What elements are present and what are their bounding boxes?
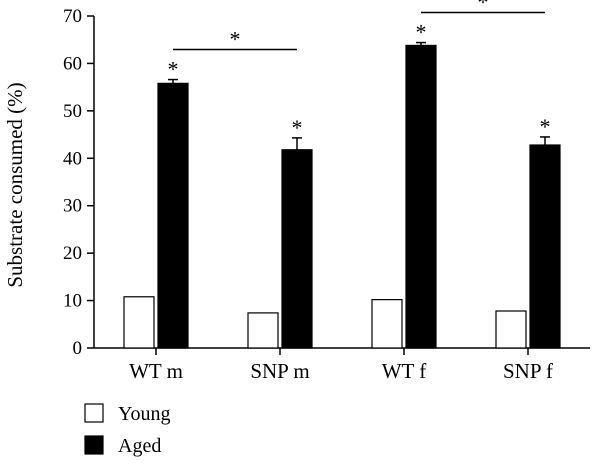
y-tick-label: 70 [63, 6, 82, 27]
bar-aged [281, 149, 313, 349]
bar-young [247, 312, 279, 349]
significance-annotations: * * * * * * [168, 0, 551, 140]
bar-aged [529, 144, 561, 349]
x-axis: WT m SNP m WT f SNP f [94, 347, 590, 383]
x-tick-label: SNP m [250, 359, 309, 383]
x-tick-label: SNP f [503, 359, 553, 383]
significance-star: * [540, 114, 551, 139]
x-tick-label: WT m [129, 359, 183, 383]
legend: Young Aged [84, 403, 170, 457]
y-tick-label: 50 [63, 101, 82, 122]
bars [123, 41, 561, 349]
legend-label: Aged [118, 435, 161, 457]
significance-star: * [168, 57, 179, 82]
y-axis: 0 10 20 30 40 50 60 70 [63, 6, 95, 359]
bar-young [371, 299, 403, 349]
comparison-star: * [230, 27, 241, 52]
legend-swatch-young [84, 403, 104, 423]
legend-swatch-aged [84, 435, 104, 455]
y-tick-label: 20 [63, 243, 82, 264]
y-axis-label: Substrate consumed (%) [3, 82, 27, 287]
y-tick-label: 60 [63, 53, 82, 74]
bar-aged [157, 82, 189, 349]
x-tick-label: WT f [382, 359, 427, 383]
significance-star: * [292, 115, 303, 140]
y-tick-label: 30 [63, 196, 82, 217]
y-tick-label: 0 [73, 338, 83, 359]
legend-label: Young [118, 403, 170, 425]
y-tick-label: 40 [63, 148, 82, 169]
bar-aged [405, 44, 437, 349]
y-tick-label: 10 [63, 291, 82, 312]
bar-young [123, 296, 155, 349]
significance-star: * [416, 20, 427, 45]
comparison-star: * [478, 0, 489, 15]
bar-young [495, 310, 527, 349]
